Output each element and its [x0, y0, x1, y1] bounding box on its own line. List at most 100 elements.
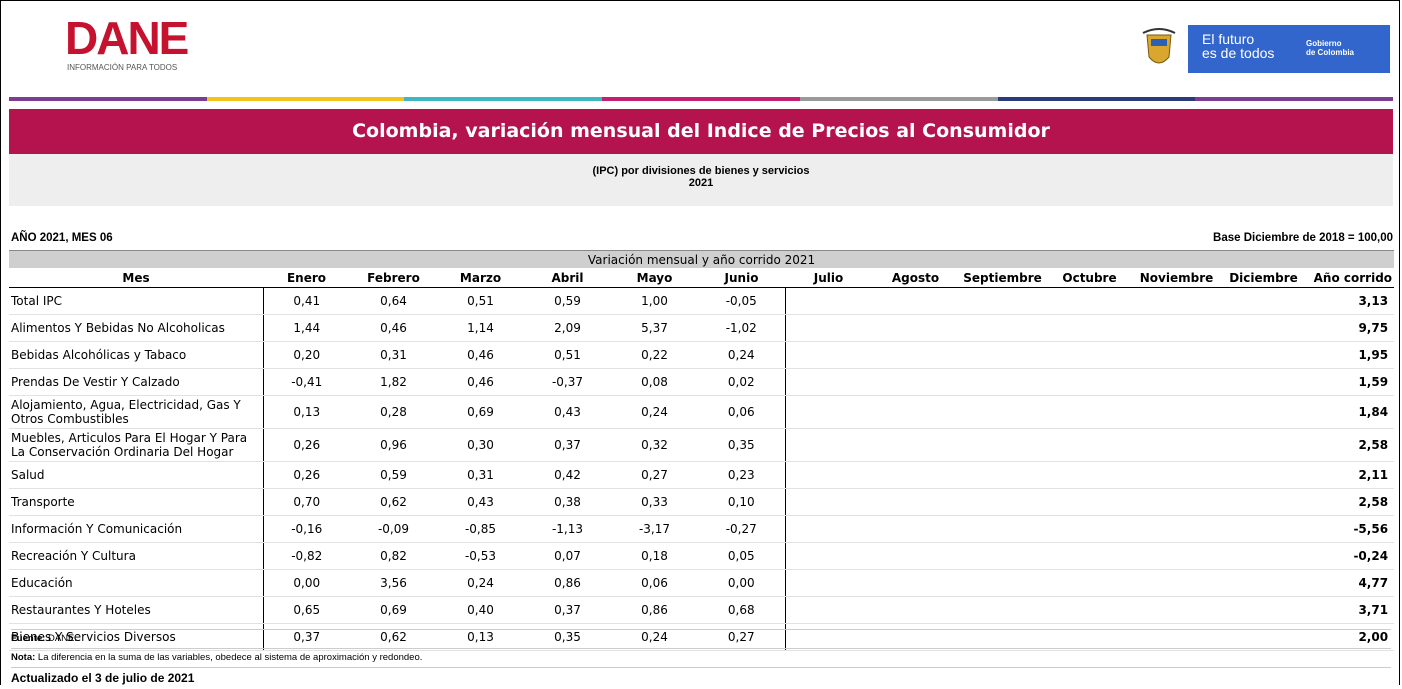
cell-value: 2,09 [524, 314, 611, 342]
gov-name-1: Gobierno [1306, 39, 1342, 48]
cell-value: 0,70 [262, 488, 350, 516]
cell-empty [1220, 341, 1307, 369]
cell-empty [1046, 488, 1133, 516]
table-row: Muebles, Articulos Para El Hogar Y Para … [9, 428, 1395, 462]
cell-empty [1133, 488, 1220, 516]
base: Base Diciembre de 2018 = 100,00 [1213, 232, 1393, 244]
cell-empty [784, 428, 872, 462]
cell-value: -1,13 [524, 515, 611, 543]
source: DANE. [47, 633, 77, 644]
column-header: Septiembre [959, 268, 1046, 288]
cell-value: 0,65 [262, 596, 350, 624]
cell-value: 0,24 [611, 623, 698, 651]
column-header: Noviembre [1133, 268, 1220, 288]
cell-value: 0,69 [350, 596, 437, 624]
cell-empty [784, 395, 872, 429]
cell-empty [784, 341, 872, 369]
row-label: Alimentos Y Bebidas No Alcoholicas [9, 314, 263, 342]
cell-empty [959, 395, 1046, 429]
logo-tagline: INFORMACIÓN PARA TODOS [67, 63, 178, 72]
cell-empty [872, 368, 959, 396]
cell-empty [1133, 341, 1220, 369]
cell-empty [959, 314, 1046, 342]
cell-value: -0,27 [698, 515, 785, 543]
cell-empty [959, 623, 1046, 651]
gov-slogan-2: es de todos [1202, 45, 1275, 61]
cell-empty [784, 542, 872, 570]
cell-empty [1220, 287, 1307, 315]
cell-empty [1133, 428, 1220, 462]
gov-banner: El futuro es de todos Gobierno de Colomb… [1188, 25, 1390, 73]
cell-value: 1,44 [262, 314, 350, 342]
cell-total: 2,58 [1307, 488, 1395, 516]
row-label: Recreación Y Cultura [9, 542, 263, 570]
gov-name: Gobierno de Colombia [1306, 39, 1354, 57]
cell-value: 0,20 [262, 341, 350, 369]
cell-empty [1046, 314, 1133, 342]
cell-value: 0,51 [437, 287, 524, 315]
column-header: Febrero [350, 268, 437, 288]
cell-value: 0,27 [698, 623, 785, 651]
column-header: Enero [263, 268, 350, 288]
row-label: Educación [9, 569, 263, 597]
cell-value: 0,32 [611, 428, 698, 462]
cell-empty [1133, 314, 1220, 342]
cell-value: 0,68 [698, 596, 785, 624]
cell-value: -0,85 [437, 515, 524, 543]
cell-empty [784, 314, 872, 342]
cell-empty [1046, 341, 1133, 369]
cell-empty [1220, 368, 1307, 396]
cell-empty [1220, 314, 1307, 342]
cell-value: 0,37 [524, 428, 611, 462]
cell-empty [1220, 428, 1307, 462]
cell-value: -0,41 [262, 368, 350, 396]
cell-empty [1046, 428, 1133, 462]
cell-value: 3,56 [350, 569, 437, 597]
footer: Fuente: DANE. Nota: La diferencia en la … [11, 629, 1391, 689]
title: Colombia, variación mensual del Indice d… [9, 109, 1393, 154]
data-table: Variación mensual y año corrido 2021 Mes E… [9, 250, 1395, 651]
cell-value: 0,86 [611, 596, 698, 624]
row-label: Muebles, Articulos Para El Hogar Y Para … [9, 428, 263, 462]
cell-value: -0,82 [262, 542, 350, 570]
cell-value: 0,96 [350, 428, 437, 462]
cell-value: -0,09 [350, 515, 437, 543]
cell-value: -1,02 [698, 314, 785, 342]
updated: Actualizado el 3 de julio de 2021 [11, 667, 1391, 689]
cell-value: 0,86 [524, 569, 611, 597]
table-row: Bienes Y Servicios Diversos 0,37 0,62 0,13 0… [9, 623, 1395, 651]
cell-empty [1220, 542, 1307, 570]
cell-empty [872, 341, 959, 369]
cell-value: 0,00 [262, 569, 350, 597]
column-header: Octubre [1046, 268, 1133, 288]
note-label: Nota: [11, 652, 36, 663]
table-row: Salud 0,26 0,59 0,31 0,42 0,27 0,23 2,11 [9, 461, 1395, 489]
gov-slogan: El futuro es de todos [1202, 32, 1274, 60]
cell-value: 0,33 [611, 488, 698, 516]
cell-value: 0,24 [611, 395, 698, 429]
cell-empty [872, 428, 959, 462]
table-row: Total IPC 0,41 0,64 0,51 0,59 1,00 -0,05 3,13 [9, 287, 1395, 315]
cell-value: 0,46 [437, 368, 524, 396]
cell-empty [872, 515, 959, 543]
cell-empty [1133, 395, 1220, 429]
logo: DANE [65, 12, 189, 64]
cell-value: 0,69 [437, 395, 524, 429]
cell-total: 4,77 [1307, 569, 1395, 597]
cell-value: 0,26 [262, 461, 350, 489]
column-header: Junio [698, 268, 785, 288]
cell-value: 0,00 [698, 569, 785, 597]
cell-value: 0,06 [611, 569, 698, 597]
cell-value: 0,06 [698, 395, 785, 429]
cell-value: 0,31 [350, 341, 437, 369]
cell-value: 0,42 [524, 461, 611, 489]
cell-value: 0,64 [350, 287, 437, 315]
cell-empty [872, 314, 959, 342]
cell-empty [1046, 515, 1133, 543]
cell-value: 0,62 [350, 488, 437, 516]
column-header: Diciembre [1220, 268, 1307, 288]
column-header: Mayo [611, 268, 698, 288]
cell-value: 1,00 [611, 287, 698, 315]
cell-empty [1133, 515, 1220, 543]
cell-value: 0,82 [350, 542, 437, 570]
